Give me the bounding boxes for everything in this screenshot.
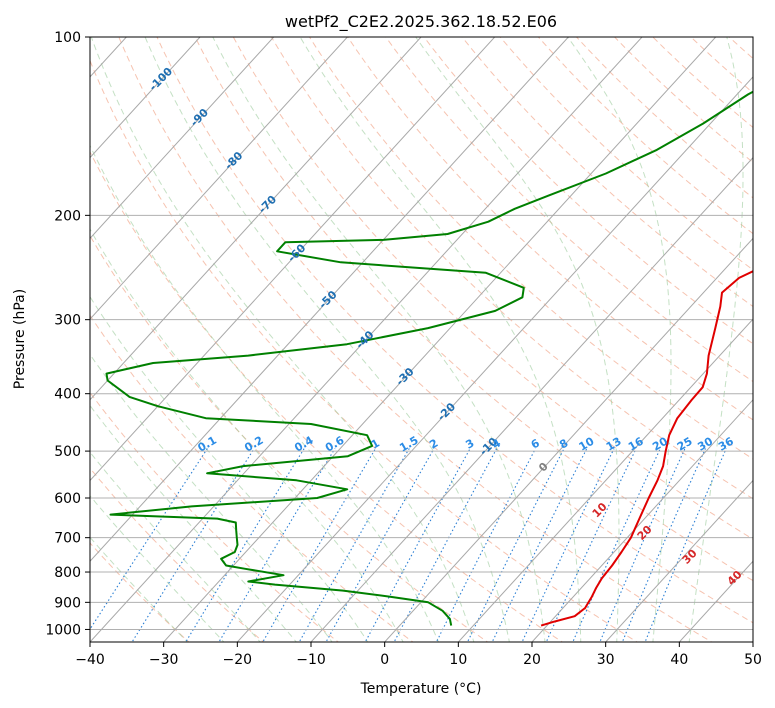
y-tick-label: 300 [54,313,81,329]
dry-adiabat-line [90,314,414,642]
dewpoint-profile-line [105,90,753,626]
y-tick-label: 100 [54,30,81,46]
x-tick-label: −30 [149,652,179,668]
x-tick-label: −20 [223,652,253,668]
isotherm-gridline [90,37,201,159]
isotherm-gridline [90,37,570,563]
dry-adiabat-line [232,37,753,540]
y-tick-label: 800 [54,565,81,581]
isotherm-gridline [236,76,753,642]
mixing-ratio-line [185,448,305,642]
temperature-profile-line [540,270,753,627]
isotherm-gridline [90,37,349,320]
y-tick-label: 600 [54,491,81,507]
x-tick-label: 20 [523,652,541,668]
mixing-ratio-line [131,448,255,642]
isotherm-gridline [752,641,753,642]
dry-adiabat-line [270,37,753,500]
mixing-ratio-line [325,448,435,642]
y-axis-label: Pressure (hPa) [12,289,28,389]
isotherm-gridline [604,479,753,642]
isotherm-gridline [90,37,275,240]
dry-adiabat-line [308,37,753,460]
y-tick-label: 500 [54,444,81,460]
y-tick-label: 900 [54,595,81,611]
isotherm-gridline [310,156,753,642]
chart-title: wetPf2_C2E2.2025.362.18.52.E06 [285,12,557,32]
isotherm-gridline [90,37,422,401]
mixing-ratio-line [90,448,208,631]
isotherm-gridline [383,237,753,642]
dry-adiabat-line [194,37,753,582]
x-tick-label: 0 [380,652,389,668]
y-tick-label: 400 [54,387,81,403]
moist-adiabat-line [90,228,404,642]
mixing-ratio-line [599,448,686,642]
dry-adiabat-line [347,37,753,421]
isotherm-gridline [0,24,65,645]
x-tick-label: 10 [449,652,467,668]
plot-background [90,37,753,642]
mixing-ratio-line [435,448,537,642]
x-tick-label: −40 [75,652,105,668]
mixing-ratio-line [466,448,565,642]
x-tick-label: 50 [744,652,762,668]
isotherm-gridline [457,318,753,642]
x-tick-label: 40 [670,652,688,668]
isotherm-gridline [531,399,753,642]
isotherm-gridline [90,37,496,482]
moist-adiabat-line [90,451,261,642]
isotherm-gridline [162,37,717,642]
isotherm-gridline [90,37,643,642]
y-tick-label: 1000 [45,622,81,638]
y-tick-label: 200 [54,208,81,224]
x-tick-label: −10 [296,652,326,668]
mixing-ratio-line [621,448,706,642]
plot-frame [89,36,754,643]
dry-adiabat-line [90,59,638,642]
x-tick-label: 30 [597,652,615,668]
mixing-ratio-line [218,448,336,642]
y-tick-label: 700 [54,531,81,547]
x-axis-label: Temperature (°C) [360,681,482,697]
dry-adiabat-line [90,391,340,642]
